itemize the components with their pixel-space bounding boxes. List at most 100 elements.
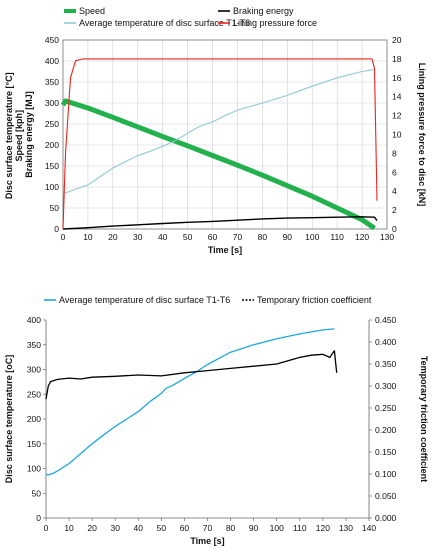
chart-1-x-tick-80: 80 xyxy=(258,232,268,242)
chart-1-x-tick-10: 10 xyxy=(83,232,93,242)
chart-1-x-tick-30: 30 xyxy=(133,232,143,242)
chart-2-x-tick-20: 20 xyxy=(87,523,97,533)
chart-2-x-tick-60: 60 xyxy=(180,523,190,533)
chart-2-y-tick-50: 50 xyxy=(32,488,42,498)
chart-2-y2-tick-0.000: 0.000 xyxy=(375,513,397,523)
chart-2-y2-tick-0.250: 0.250 xyxy=(375,403,397,413)
chart-2-axes xyxy=(45,320,370,519)
chart-1-y2-tick-4: 4 xyxy=(392,186,397,196)
chart-2-y2-tick-0.200: 0.200 xyxy=(375,425,397,435)
chart-1-y2-tick-20: 20 xyxy=(392,35,402,45)
chart-2-y-tick-0: 0 xyxy=(36,513,41,523)
chart-2-series xyxy=(45,328,338,476)
chart-1-x-ticks: 0 10 20 30 40 50 60 70 80 90 100 110 120 130 xyxy=(61,232,395,242)
chart-2-y-tick-350: 350 xyxy=(27,340,41,350)
chart-2-y-tick-200: 200 xyxy=(27,414,41,424)
chart-2-x-tick-100: 100 xyxy=(270,523,284,533)
chart-1-y-tick-300: 300 xyxy=(45,98,59,108)
chart-2-y-axis-label: Disc surface temperature [oC] xyxy=(4,355,14,484)
chart-2-y-tick-300: 300 xyxy=(27,365,41,375)
chart-1-y2-tick-0: 0 xyxy=(392,224,397,234)
chart-1-legend-label-average-temperature-of-disc-surface-t1-t6: Average temperature of disc surface T1-T… xyxy=(79,18,250,28)
chart-2-y2-tick-0.400: 0.400 xyxy=(375,337,397,347)
chart-2-x-tick-120: 120 xyxy=(316,523,330,533)
chart-2-x-tick-0: 0 xyxy=(44,523,49,533)
chart-2-y-tick-250: 250 xyxy=(27,389,41,399)
chart-1-x-tick-40: 40 xyxy=(158,232,168,242)
chart-1-series-lining-pressure-force xyxy=(62,58,378,230)
chart-1-y-tick-350: 350 xyxy=(45,77,59,87)
chart-1-y2-axis-label: Lining pressure force to disc [kN] xyxy=(417,63,427,207)
chart-2-y2-axis-label: Temporary friction coefficient xyxy=(419,356,429,482)
chart-1-legend-label-speed: Speed xyxy=(79,6,105,16)
chart-1-y-tick-250: 250 xyxy=(45,119,59,129)
chart-2-x-tick-50: 50 xyxy=(157,523,167,533)
chart-2-y2-tick-0.050: 0.050 xyxy=(375,491,397,501)
chart-2-y2-tick-0.450: 0.450 xyxy=(375,315,397,325)
chart-1-y-axis-label-line-1: Disc surface temperature [°C] xyxy=(4,72,14,199)
chart-1-y-axis-label: Disc surface temperature [°C] Speed [kph… xyxy=(4,70,34,199)
chart-2-y2-tick-0.300: 0.300 xyxy=(375,381,397,391)
chart-1-x-axis-label: Time [s] xyxy=(208,245,242,255)
chart-1-x-tick-120: 120 xyxy=(355,232,369,242)
chart-2-x-tick-30: 30 xyxy=(110,523,120,533)
chart-2-legend-label-temporary-friction-coefficient: Temporary friction coefficient xyxy=(257,295,372,305)
chart-2-y-tick-100: 100 xyxy=(27,464,41,474)
chart-2-x-tick-70: 70 xyxy=(203,523,213,533)
chart-1-y-axis-label-line-3: Braking energy [MJ] xyxy=(24,91,34,178)
chart-1-series-braking-energy xyxy=(62,216,378,230)
chart-1-x-tick-90: 90 xyxy=(283,232,293,242)
chart-2-series-temporary-friction-coefficient xyxy=(45,350,338,400)
chart-2-y-tick-400: 400 xyxy=(27,315,41,325)
chart-1-y2-tick-8: 8 xyxy=(392,148,397,158)
chart-2-x-ticks: 0 10 20 30 40 50 60 70 80 90 100 110 120 130 140 xyxy=(44,518,376,533)
chart-1-y-ticks: 0 50 100 150 200 250 300 350 400 450 xyxy=(45,35,59,234)
chart-1-y-tick-150: 150 xyxy=(45,161,59,171)
chart-1-legend: Speed Braking energy Average temperature o… xyxy=(64,6,317,28)
chart-1-y-tick-200: 200 xyxy=(45,140,59,150)
chart-1-y2-tick-16: 16 xyxy=(392,73,402,83)
chart-2-x-tick-130: 130 xyxy=(339,523,353,533)
chart-1-plot-frame xyxy=(62,39,388,230)
chart-1-x-tick-70: 70 xyxy=(233,232,243,242)
chart-2-x-axis-label: Time [s] xyxy=(190,536,224,546)
chart-2-y2-tick-0.100: 0.100 xyxy=(375,469,397,479)
chart-1-x-tick-50: 50 xyxy=(183,232,193,242)
chart-2-x-tick-140: 140 xyxy=(362,523,376,533)
chart-1-y2-tick-14: 14 xyxy=(392,92,402,102)
chart-1-legend-label-lining-pressure-force: Lining pressure force xyxy=(233,18,317,28)
chart-1-y-tick-400: 400 xyxy=(45,56,59,66)
chart-1-y2-tick-10: 10 xyxy=(392,130,402,140)
chart-1-y-axis-label-line-2: Speed [kph] xyxy=(14,110,24,162)
chart-1-y-tick-0: 0 xyxy=(54,224,59,234)
chart-1-x-tick-130: 130 xyxy=(380,232,394,242)
chart-2-x-tick-110: 110 xyxy=(293,523,307,533)
chart-1-series xyxy=(60,58,378,231)
chart-1-y2-ticks: 0 2 4 6 8 10 12 14 16 18 20 xyxy=(392,35,402,234)
chart-2-y2-tick-0.350: 0.350 xyxy=(375,359,397,369)
chart-2-legend: Average temperature of disc surface T1-T… xyxy=(44,295,372,305)
chart-1-y2-tick-6: 6 xyxy=(392,167,397,177)
chart-1-grid xyxy=(62,39,388,230)
chart-1-x-tick-60: 60 xyxy=(208,232,218,242)
chart-2-x-tick-10: 10 xyxy=(64,523,74,533)
chart-1-x-tick-100: 100 xyxy=(305,232,319,242)
chart-2-x-tick-40: 40 xyxy=(134,523,144,533)
chart-1-y-tick-100: 100 xyxy=(45,182,59,192)
chart-2-x-tick-90: 90 xyxy=(249,523,259,533)
chart-2-legend-label-average-temperature-of-disc-surface-t1-t6: Average temperature of disc surface T1-T… xyxy=(59,295,230,305)
chart-2: 0 10 20 30 40 50 60 70 80 90 100 110 120 130 140 0 50 10… xyxy=(4,295,429,546)
chart-1-x-tick-110: 110 xyxy=(330,232,344,242)
chart-1-x-tick-20: 20 xyxy=(108,232,118,242)
chart-1-y2-tick-18: 18 xyxy=(392,54,402,64)
chart-2-y2-tick-0.150: 0.150 xyxy=(375,447,397,457)
chart-2-series-average-temperature-of-disc-surface-t1-t6 xyxy=(45,328,335,476)
chart-1-y-tick-50: 50 xyxy=(50,203,60,213)
chart-1-x-tick-0: 0 xyxy=(61,232,66,242)
chart-2-x-tick-80: 80 xyxy=(226,523,236,533)
chart-1-legend-label-braking-energy: Braking energy xyxy=(233,6,294,16)
chart-2-y-tick-150: 150 xyxy=(27,439,41,449)
chart-1-y2-tick-12: 12 xyxy=(392,111,402,121)
